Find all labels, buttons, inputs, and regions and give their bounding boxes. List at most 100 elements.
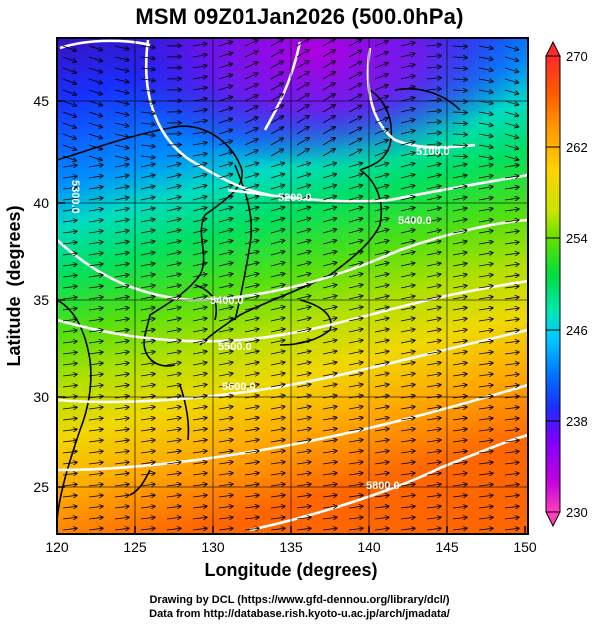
y-axis-title: Latitude (degrees) bbox=[4, 205, 24, 366]
wind-arrow bbox=[348, 51, 361, 58]
wind-arrow bbox=[504, 67, 518, 72]
wind-arrow bbox=[62, 209, 77, 211]
wind-arrow bbox=[296, 251, 311, 256]
wind-arrow bbox=[374, 74, 388, 80]
wind-arrow bbox=[504, 506, 519, 508]
wind-arrow bbox=[62, 440, 77, 442]
wind-arrow bbox=[88, 275, 103, 277]
wind-arrow bbox=[348, 174, 362, 179]
wind-arrow bbox=[400, 340, 415, 343]
wind-arrow bbox=[270, 39, 283, 47]
wind-arrow bbox=[478, 286, 493, 288]
wind-arrow bbox=[348, 373, 363, 376]
wind-arrow bbox=[452, 374, 467, 376]
wind-arrow bbox=[478, 517, 493, 519]
wind-arrow bbox=[426, 285, 441, 288]
wind-arrow bbox=[296, 429, 311, 431]
wind-arrow bbox=[478, 68, 493, 70]
wind-arrow bbox=[400, 506, 415, 508]
y-tick-25: 25 bbox=[33, 479, 49, 495]
wind-arrow bbox=[478, 506, 493, 508]
wind-arrow bbox=[504, 418, 519, 420]
wind-arrow bbox=[270, 116, 283, 124]
wind-arrow bbox=[88, 363, 103, 365]
label-5400-west: 5400.0 bbox=[210, 295, 244, 307]
wind-arrow bbox=[270, 94, 283, 102]
cb-tick-270: 270 bbox=[566, 49, 588, 64]
wind-arrow bbox=[62, 451, 77, 453]
wind-arrow bbox=[322, 94, 335, 102]
label-5100: 5100.0 bbox=[416, 146, 450, 158]
wind-arrow bbox=[296, 440, 311, 442]
wind-arrow bbox=[296, 495, 311, 497]
wind-arrow bbox=[322, 384, 337, 387]
wind-arrow bbox=[140, 197, 155, 201]
wind-arrow bbox=[62, 144, 76, 150]
wind-arrow bbox=[296, 240, 311, 245]
wind-arrow bbox=[296, 418, 311, 420]
wind-arrow bbox=[426, 67, 441, 68]
wind-arrow bbox=[348, 307, 363, 311]
wind-arrow bbox=[218, 263, 233, 267]
wind-arrow bbox=[166, 495, 181, 497]
wind-arrow bbox=[348, 362, 363, 366]
wind-arrow bbox=[140, 285, 155, 288]
wind-arrow bbox=[270, 174, 284, 179]
wind-arrow bbox=[270, 506, 285, 508]
wind-arrow bbox=[166, 230, 181, 234]
wind-arrow bbox=[218, 97, 232, 102]
wind-arrow bbox=[296, 149, 309, 157]
wind-arrow bbox=[478, 90, 493, 92]
wind-arrow bbox=[244, 451, 259, 453]
wind-arrow bbox=[348, 139, 361, 146]
wind-arrow bbox=[478, 341, 493, 343]
wind-arrow bbox=[452, 164, 467, 168]
wind-arrow bbox=[62, 220, 77, 222]
wind-arrow bbox=[478, 79, 493, 81]
wind-arrow bbox=[296, 61, 309, 69]
wind-arrow bbox=[62, 155, 76, 161]
wind-arrow bbox=[166, 440, 181, 442]
wind-arrow bbox=[88, 440, 103, 442]
wind-arrow bbox=[192, 318, 207, 322]
wind-arrow bbox=[88, 385, 103, 387]
wind-arrow bbox=[322, 362, 337, 366]
wind-arrow bbox=[192, 296, 207, 300]
x-tick-120: 120 bbox=[45, 539, 69, 555]
wind-arrow bbox=[478, 264, 493, 266]
wind-arrow bbox=[114, 275, 129, 277]
wind-arrow bbox=[140, 484, 155, 486]
wind-arrow bbox=[426, 111, 441, 112]
wind-arrow bbox=[504, 319, 519, 321]
wind-arrow bbox=[218, 384, 233, 387]
wind-arrow bbox=[478, 220, 493, 222]
wind-arrow bbox=[374, 484, 389, 486]
wind-arrow bbox=[270, 185, 284, 190]
wind-arrow bbox=[374, 85, 388, 91]
wind-arrow bbox=[192, 440, 207, 442]
wind-arrow bbox=[88, 89, 102, 94]
wind-arrow bbox=[62, 429, 77, 431]
wind-arrow bbox=[426, 451, 441, 453]
wind-arrow bbox=[504, 78, 518, 83]
wind-arrow bbox=[270, 440, 285, 442]
wind-arrow bbox=[218, 329, 233, 333]
wind-arrow bbox=[166, 329, 181, 332]
wind-arrow bbox=[218, 440, 233, 442]
wind-arrow bbox=[478, 242, 493, 244]
wind-arrow bbox=[218, 473, 233, 475]
wind-arrow bbox=[244, 340, 259, 344]
wind-arrow bbox=[452, 90, 467, 91]
wind-arrow bbox=[244, 329, 259, 333]
wind-arrow bbox=[114, 352, 129, 354]
wind-arrow bbox=[478, 156, 493, 158]
credit-line-dcl: Drawing by DCL (https://www.gfd-dennou.o… bbox=[149, 594, 450, 606]
wind-arrow bbox=[504, 176, 519, 178]
wind-arrow bbox=[504, 187, 519, 189]
wind-arrow bbox=[244, 495, 259, 497]
wind-arrow bbox=[374, 96, 388, 102]
wind-arrow bbox=[504, 352, 519, 354]
wind-arrow bbox=[270, 329, 285, 333]
wind-arrow bbox=[348, 440, 363, 442]
wind-arrow bbox=[348, 95, 361, 102]
